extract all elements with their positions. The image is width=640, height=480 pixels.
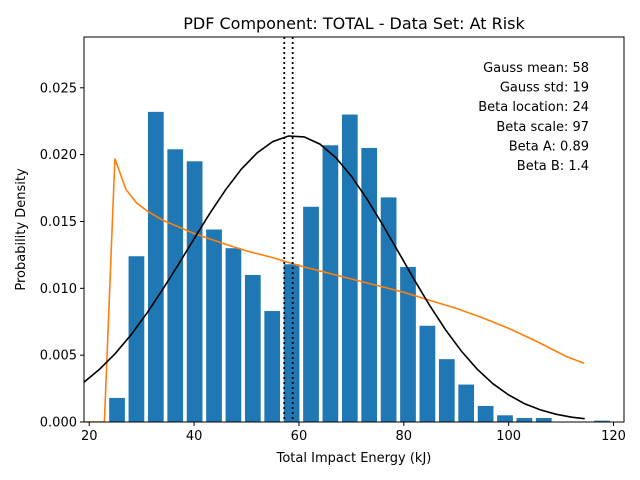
annotation-line: Gauss std: 19 bbox=[500, 81, 589, 96]
x-tick-label: 80 bbox=[396, 429, 413, 444]
annotation-box: Gauss mean: 58 Gauss std: 19 Beta location… bbox=[478, 61, 589, 174]
y-tick-label: 0.025 bbox=[40, 81, 77, 96]
x-axis-ticks: 20 40 60 80 100 120 bbox=[81, 422, 626, 444]
y-axis-label: Probability Density bbox=[14, 168, 29, 291]
x-tick-label: 60 bbox=[291, 429, 308, 444]
histogram-bar bbox=[128, 256, 145, 422]
histogram-bar bbox=[380, 197, 397, 422]
plot-frame bbox=[83, 36, 625, 423]
annotation-line: Beta B: 1.4 bbox=[517, 159, 589, 174]
histogram-bar bbox=[264, 311, 281, 422]
y-tick-label: 0.010 bbox=[40, 282, 77, 297]
x-tick-label: 40 bbox=[186, 429, 203, 444]
annotation-line: Beta location: 24 bbox=[478, 100, 589, 115]
x-tick-label: 20 bbox=[81, 429, 98, 444]
histogram-bar bbox=[438, 359, 455, 422]
histogram-bar bbox=[147, 111, 164, 422]
y-tick-label: 0.015 bbox=[40, 215, 77, 230]
histogram-bar bbox=[400, 266, 416, 422]
bars-layer bbox=[109, 111, 610, 422]
histogram-bar bbox=[458, 384, 475, 422]
histogram-bar bbox=[283, 264, 300, 422]
y-axis-ticks: 0.000 0.005 0.010 0.015 0.020 0.025 bbox=[40, 81, 84, 431]
y-tick-label: 0.000 bbox=[40, 416, 77, 431]
histogram-bar bbox=[535, 417, 552, 422]
histogram-bar bbox=[361, 147, 378, 422]
x-axis-label: Total Impact Energy (kJ) bbox=[276, 451, 432, 466]
annotation-line: Gauss mean: 58 bbox=[483, 61, 589, 76]
histogram-bar bbox=[322, 145, 339, 422]
histogram-bar bbox=[303, 206, 319, 422]
histogram-bar bbox=[477, 405, 494, 422]
histogram-bar bbox=[244, 274, 261, 422]
y-tick-label: 0.020 bbox=[40, 148, 77, 163]
gauss-curve bbox=[84, 135, 585, 420]
x-tick-label: 100 bbox=[496, 429, 521, 444]
histogram-bar bbox=[497, 415, 513, 422]
x-tick-label: 120 bbox=[601, 429, 626, 444]
histogram-bar bbox=[186, 161, 203, 422]
histogram-bar bbox=[341, 114, 358, 422]
histogram-bar bbox=[516, 417, 533, 422]
y-tick-label: 0.005 bbox=[40, 349, 77, 364]
curves-layer bbox=[84, 135, 585, 422]
histogram-bar bbox=[594, 420, 610, 422]
annotation-line: Beta scale: 97 bbox=[496, 120, 589, 135]
histogram-bar bbox=[206, 229, 222, 422]
histogram-bar bbox=[109, 397, 125, 422]
chart-title: PDF Component: TOTAL - Data Set: At Risk bbox=[183, 14, 525, 33]
histogram-bar bbox=[167, 149, 184, 422]
histogram-bar bbox=[225, 248, 242, 422]
beta-curve bbox=[84, 158, 585, 422]
annotation-line: Beta A: 0.89 bbox=[509, 139, 589, 154]
histogram-bar bbox=[419, 325, 436, 422]
vlines-layer bbox=[283, 37, 294, 422]
